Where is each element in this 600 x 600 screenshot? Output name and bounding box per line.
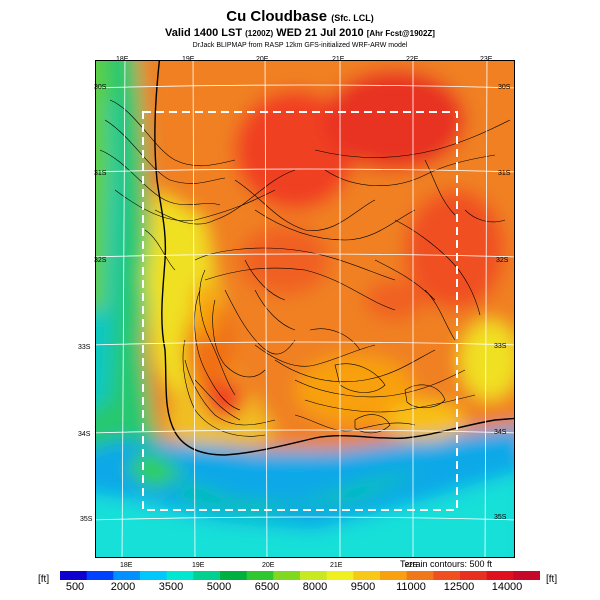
colorbar-swatch [406,571,434,580]
lon-label-bottom-19e: 19E [192,562,205,569]
colorbar-label: 5000 [206,581,232,593]
lat-label-left-34s: 34S [78,431,91,438]
lat-label-right-30s: 30S [498,84,511,91]
lat-label-right-31s: 31S [498,170,511,177]
lat-label-left-31s: 31S [94,170,107,177]
domain-boundary [142,111,458,511]
colorbar-swatch [353,571,381,580]
valid-time-utc: (1200Z) [245,29,274,38]
map-frame [95,60,515,558]
forecast-tag: [Ahr Fcst@1902Z] [366,29,435,38]
map-title: Cu Cloudbase (Sfc. LCL) [0,8,600,25]
colorbar-swatch [193,571,221,580]
colorbar-swatch [86,571,114,580]
lat-lon-grid [95,60,515,558]
valid-date: WED 21 Jul 2010 [276,27,364,39]
colorbar-swatch [486,571,514,580]
terrain-contours [99,99,511,437]
coastline [154,60,515,456]
cloudbase-map [95,60,515,558]
lat-label-right-34s: 34S [494,429,507,436]
lon-label-top-22e: 22E [406,56,419,63]
colorbar-unit-right: [ft] [546,574,558,585]
title-suffix: (Sfc. LCL) [331,13,374,23]
lon-label-top-19e: 19E [182,56,195,63]
colorbar-label: 9500 [350,581,376,593]
colorbar-swatch [460,571,488,580]
cloudbase-field [95,60,515,558]
colorbar-swatch [380,571,408,580]
lon-label-top-20e: 20E [256,56,269,63]
lat-label-left-32s: 32S [94,257,107,264]
colorbar-swatch [220,571,248,580]
lon-label-top-23e: 23E [480,56,493,63]
lat-label-right-33s: 33S [494,343,507,350]
colorbar-swatch [60,571,88,580]
lat-label-left-35s: 35S [80,516,93,523]
lon-label-bottom-18e: 18E [120,562,133,569]
colorbar-unit-left: [ft] [38,574,50,585]
colorbar [60,571,540,580]
model-description: DrJack BLIPMAP from RASP 12km GFS-initia… [192,42,408,49]
lat-label-left-33s: 33S [78,344,91,351]
colorbar-swatch [113,571,141,580]
colorbar-label: 3500 [158,581,184,593]
title-text: Cu Cloudbase [226,8,328,25]
colorbar-label: 14000 [491,581,523,593]
colorbar-swatch [273,571,301,580]
colorbar-swatch [140,571,168,580]
valid-time: Valid 1400 LST [165,27,243,39]
colorbar-swatch [246,571,274,580]
colorbar-label: 6500 [254,581,280,593]
colorbar-swatch [513,571,540,580]
colorbar-label: 11000 [396,581,426,593]
lon-label-top-21e: 21E [332,56,345,63]
colorbar-swatch [326,571,354,580]
lat-label-right-32s: 32S [496,257,509,264]
map-subtitle: Valid 1400 LST (1200Z) WED 21 Jul 2010 [… [0,27,600,39]
lon-label-bottom-21e: 21E [330,562,343,569]
lat-label-right-35s: 35S [494,514,507,521]
terrain-contour-note: Terrain contours: 500 ft [400,559,493,569]
lon-label-bottom-20e: 20E [262,562,275,569]
lon-label-top-18e: 18E [116,56,129,63]
colorbar-label: 8000 [302,581,328,593]
colorbar-label: 2000 [110,581,136,593]
colorbar-label: 12500 [443,581,475,593]
colorbar-swatch [166,571,194,580]
colorbar-swatch [300,571,328,580]
lat-label-left-30s: 30S [94,84,107,91]
colorbar-swatch [433,571,461,580]
lon-label-bottom-22e: 22E [405,562,418,569]
colorbar-label: 500 [65,581,85,593]
